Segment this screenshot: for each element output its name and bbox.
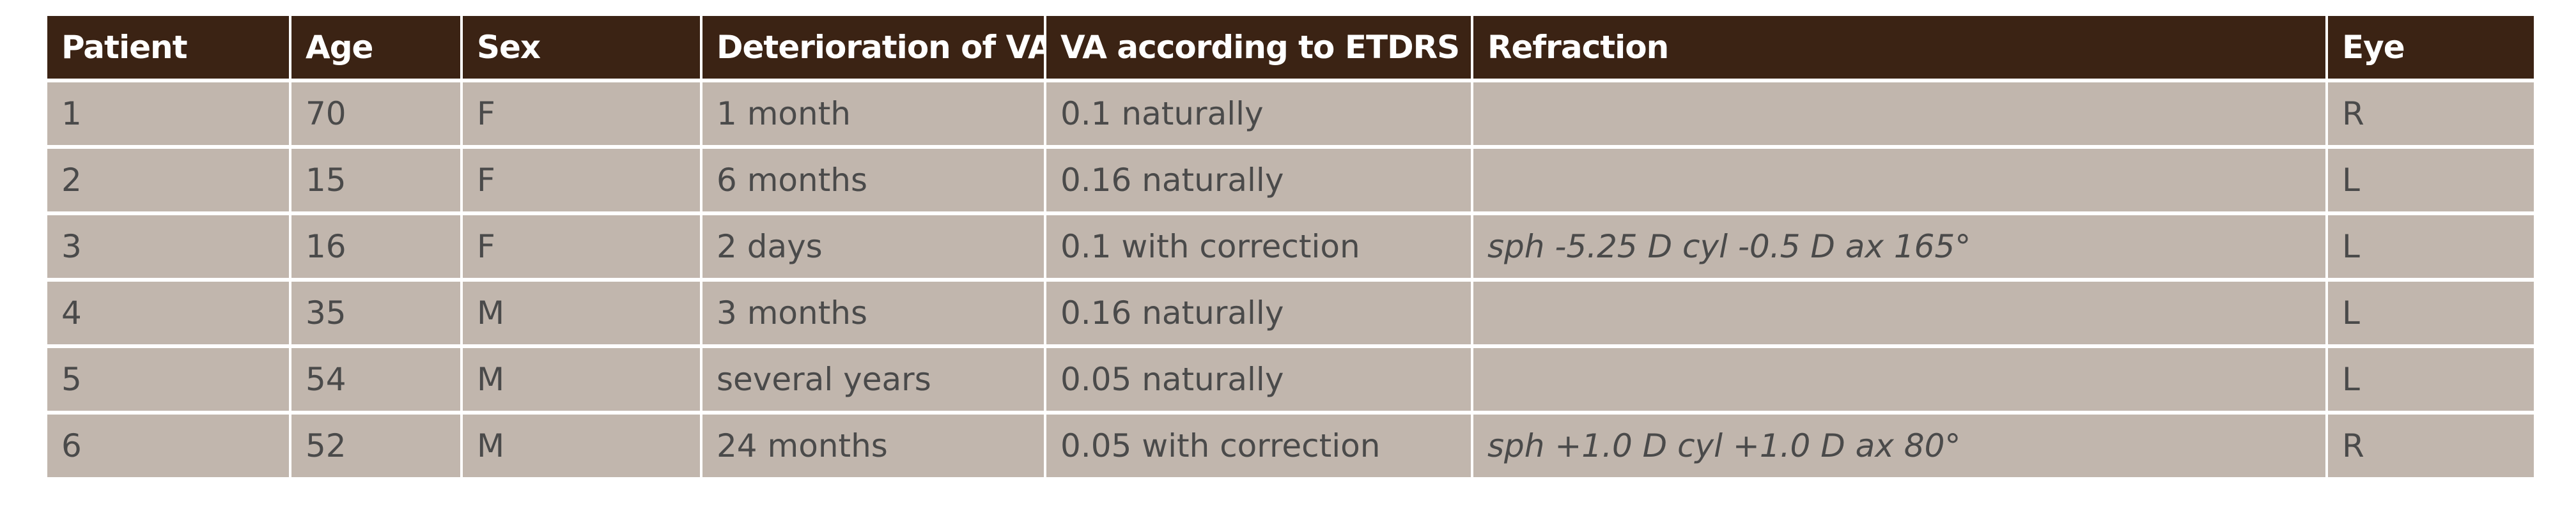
cell-deterioration: 24 months bbox=[701, 411, 1046, 477]
cell-refraction bbox=[1472, 278, 2328, 346]
cell-age: 52 bbox=[290, 411, 463, 477]
cell-va: 0.16 naturally bbox=[1045, 145, 1473, 213]
table-row: 1 70 F 1 month 0.1 naturally R bbox=[47, 79, 2534, 147]
cell-sex: M bbox=[462, 278, 702, 346]
table-row: 3 16 F 2 days 0.1 with correction sph -5… bbox=[47, 211, 2534, 280]
cell-sex: F bbox=[462, 79, 702, 147]
cell-deterioration: 6 months bbox=[701, 145, 1046, 213]
table-header: Patient Age Sex Deterioration of VA VA a… bbox=[47, 16, 2534, 80]
header-va-etdrs: VA according to ETDRS bbox=[1045, 16, 1473, 80]
header-row: Patient Age Sex Deterioration of VA VA a… bbox=[47, 16, 2534, 80]
table-row: 5 54 M several years 0.05 naturally L bbox=[47, 344, 2534, 413]
cell-eye: R bbox=[2327, 411, 2534, 477]
cell-age: 35 bbox=[290, 278, 463, 346]
cell-patient: 1 bbox=[47, 79, 291, 147]
cell-va: 0.16 naturally bbox=[1045, 278, 1473, 346]
cell-deterioration: 2 days bbox=[701, 211, 1046, 280]
cell-age: 54 bbox=[290, 344, 463, 413]
cell-patient: 5 bbox=[47, 344, 291, 413]
cell-eye: L bbox=[2327, 211, 2534, 280]
cell-va: 0.1 naturally bbox=[1045, 79, 1473, 147]
cell-deterioration: 3 months bbox=[701, 278, 1046, 346]
header-age: Age bbox=[290, 16, 463, 80]
cell-refraction: sph +1.0 D cyl +1.0 D ax 80° bbox=[1472, 411, 2328, 477]
cell-patient: 6 bbox=[47, 411, 291, 477]
cell-eye: R bbox=[2327, 79, 2534, 147]
header-deterioration-of-va: Deterioration of VA bbox=[701, 16, 1046, 80]
cell-deterioration: 1 month bbox=[701, 79, 1046, 147]
cell-sex: F bbox=[462, 145, 702, 213]
cell-patient: 3 bbox=[47, 211, 291, 280]
cell-deterioration: several years bbox=[701, 344, 1046, 413]
header-eye: Eye bbox=[2327, 16, 2534, 80]
table-row: 2 15 F 6 months 0.16 naturally L bbox=[47, 145, 2534, 213]
cell-age: 16 bbox=[290, 211, 463, 280]
cell-va: 0.05 with correction bbox=[1045, 411, 1473, 477]
cell-patient: 2 bbox=[47, 145, 291, 213]
cell-refraction: sph -5.25 D cyl -0.5 D ax 165° bbox=[1472, 211, 2328, 280]
header-patient: Patient bbox=[47, 16, 291, 80]
cell-eye: L bbox=[2327, 344, 2534, 413]
cell-sex: F bbox=[462, 211, 702, 280]
cell-sex: M bbox=[462, 344, 702, 413]
header-refraction: Refraction bbox=[1472, 16, 2328, 80]
cell-va: 0.1 with correction bbox=[1045, 211, 1473, 280]
table-body: 1 70 F 1 month 0.1 naturally R 2 15 F 6 … bbox=[47, 79, 2534, 477]
cell-age: 70 bbox=[290, 79, 463, 147]
cell-refraction bbox=[1472, 344, 2328, 413]
table-row: 4 35 M 3 months 0.16 naturally L bbox=[47, 278, 2534, 346]
table-row: 6 52 M 24 months 0.05 with correction sp… bbox=[47, 411, 2534, 477]
patient-table: Patient Age Sex Deterioration of VA VA a… bbox=[47, 16, 2534, 477]
cell-eye: L bbox=[2327, 145, 2534, 213]
cell-sex: M bbox=[462, 411, 702, 477]
cell-eye: L bbox=[2327, 278, 2534, 346]
cell-age: 15 bbox=[290, 145, 463, 213]
patient-table-container: Patient Age Sex Deterioration of VA VA a… bbox=[47, 16, 2534, 477]
cell-va: 0.05 naturally bbox=[1045, 344, 1473, 413]
cell-refraction bbox=[1472, 145, 2328, 213]
cell-refraction bbox=[1472, 79, 2328, 147]
header-sex: Sex bbox=[462, 16, 702, 80]
cell-patient: 4 bbox=[47, 278, 291, 346]
